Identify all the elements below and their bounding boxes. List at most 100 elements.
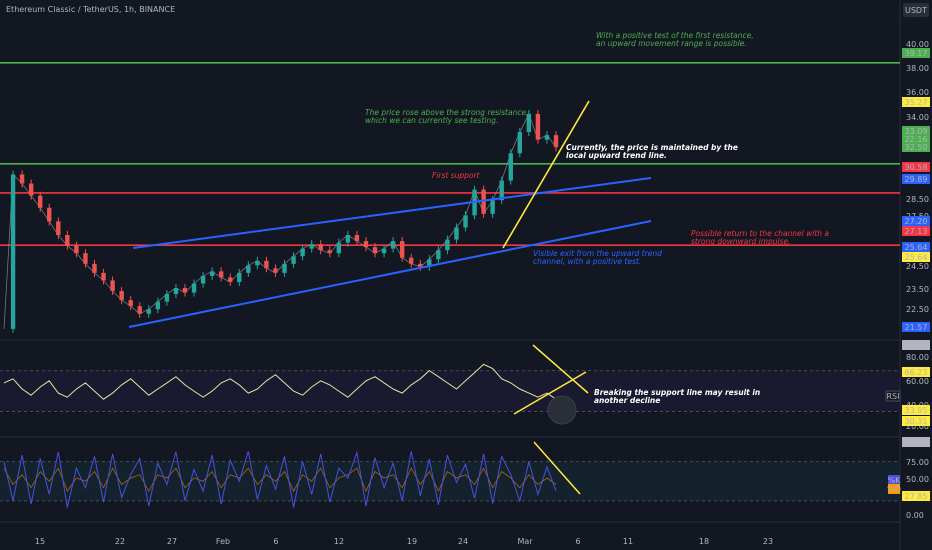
- annotation-a3: Currently, the price is maintained by th…: [566, 143, 738, 152]
- x-axis-tick: 6: [273, 537, 278, 546]
- price-axis-tick: 34.00: [906, 113, 929, 122]
- annotation-a6: channel, with a positive test.: [533, 257, 641, 266]
- price-candle: [119, 291, 124, 301]
- rsi-label-bg: [902, 405, 930, 415]
- rsi-label: RSI: [887, 392, 900, 401]
- price-candle: [101, 272, 106, 281]
- price-axis-tick: 22.50: [906, 305, 929, 314]
- rsi-label: 90.33: [905, 341, 928, 350]
- price-candle: [327, 250, 332, 254]
- currency-button-label[interactable]: USDT: [905, 6, 927, 15]
- price-axis-tick: 23.50: [906, 285, 929, 294]
- price-candle: [200, 275, 206, 284]
- price-candle: [399, 241, 405, 258]
- price-label: 27.20: [905, 217, 928, 226]
- price-candle: [318, 244, 323, 251]
- price-candle: [436, 250, 441, 260]
- price-candle: [282, 263, 287, 273]
- price-label-bg: [902, 226, 930, 236]
- price-axis-tick: 24.50: [906, 262, 929, 271]
- price-candle: [273, 268, 278, 273]
- price-candle: [363, 241, 369, 248]
- price-label: 21.57: [905, 323, 928, 332]
- price-candle: [74, 245, 79, 254]
- annotation-a7: Breaking the support line may result in: [594, 388, 760, 397]
- price-label: 33.09: [905, 127, 928, 136]
- price-candle: [300, 248, 305, 257]
- stoch-d-line: [3, 467, 557, 493]
- rsi-label-bg: [902, 416, 930, 426]
- annotation-a2: which we can currently see testing.: [365, 116, 498, 125]
- price-label-bg: [902, 252, 930, 262]
- price-candle: [291, 256, 296, 264]
- price-candle: [65, 235, 70, 246]
- stoch-label-bg: [902, 491, 930, 501]
- price-candle: [83, 253, 88, 264]
- stoch-label-bg: [902, 437, 930, 447]
- price-candle: [345, 235, 351, 243]
- x-axis-tick: 18: [699, 537, 709, 546]
- x-axis-tick: Feb: [216, 537, 230, 546]
- price-candle: [19, 174, 25, 184]
- price-candle: [553, 135, 559, 148]
- price-candle: [56, 221, 61, 236]
- price-candle: [499, 180, 504, 201]
- price-label: 29.89: [905, 175, 928, 184]
- price-label: 35.27: [905, 98, 928, 107]
- price-candle: [535, 113, 541, 140]
- rsi-label-bg: [902, 367, 930, 377]
- stoch-label-bg: [888, 475, 900, 485]
- rsi-highlight-circle: [547, 395, 577, 425]
- price-candle: [137, 306, 142, 314]
- price-candle: [463, 215, 468, 228]
- price-axis-tick: 28.50: [906, 195, 929, 204]
- rsi-label-bg: [885, 390, 901, 402]
- price-label-bg: [902, 126, 930, 136]
- price-label: 25.64: [905, 253, 928, 262]
- currency-button[interactable]: [903, 3, 929, 17]
- price-candle: [128, 300, 133, 307]
- price-candle: [110, 280, 115, 292]
- annotation-a3: local upward trend line.: [566, 151, 667, 160]
- price-label: 27.13: [905, 227, 928, 236]
- rsi-label: 66.23: [905, 368, 928, 377]
- x-axis-tick: 15: [35, 537, 45, 546]
- price-candle: [255, 260, 260, 266]
- price-axis-tick: 36.00: [906, 88, 929, 97]
- price-label: 30.58: [905, 163, 928, 172]
- price-label-bg: [902, 216, 930, 226]
- x-axis-tick: 6: [575, 537, 580, 546]
- price-candle: [372, 247, 378, 254]
- price-candle: [390, 241, 396, 249]
- x-axis-tick: 24: [458, 537, 468, 546]
- price-label-bg: [902, 174, 930, 184]
- stoch-axis-tick: 0.00: [906, 511, 924, 520]
- price-label-bg: [902, 142, 930, 152]
- price-candle: [490, 200, 495, 214]
- price-candle: [10, 174, 16, 329]
- price-candle: [37, 195, 43, 208]
- stoch-k-line: [3, 450, 557, 508]
- rsi-label: 33.95: [905, 406, 928, 415]
- x-axis-tick: 27: [167, 537, 177, 546]
- stoch-axis-tick: 50.00: [906, 475, 929, 484]
- rsi-axis-tick: 60.00: [906, 377, 929, 386]
- x-axis-tick: 19: [407, 537, 417, 546]
- stoch-label: 103.24: [902, 438, 930, 447]
- annotation-a1: an upward movement range is possible.: [596, 39, 747, 48]
- price-axis-tick: 40.00: [906, 40, 929, 49]
- price-label: 22:16: [904, 135, 927, 144]
- stoch-band: [0, 461, 900, 501]
- stoch-label-bg: [888, 484, 900, 494]
- rsi-label-bg: [902, 340, 930, 350]
- price-candle: [445, 239, 450, 251]
- price-candle: [336, 242, 342, 254]
- local-trend-line: [502, 100, 590, 249]
- x-axis-tick: 23: [763, 537, 773, 546]
- price-candle: [173, 288, 179, 295]
- annotation-a1: With a positive test of the first resist…: [596, 31, 754, 40]
- annotation-a6: Visible exit from the upward trend: [533, 249, 662, 258]
- x-axis-tick: 22: [115, 537, 125, 546]
- x-axis-tick: 12: [334, 537, 344, 546]
